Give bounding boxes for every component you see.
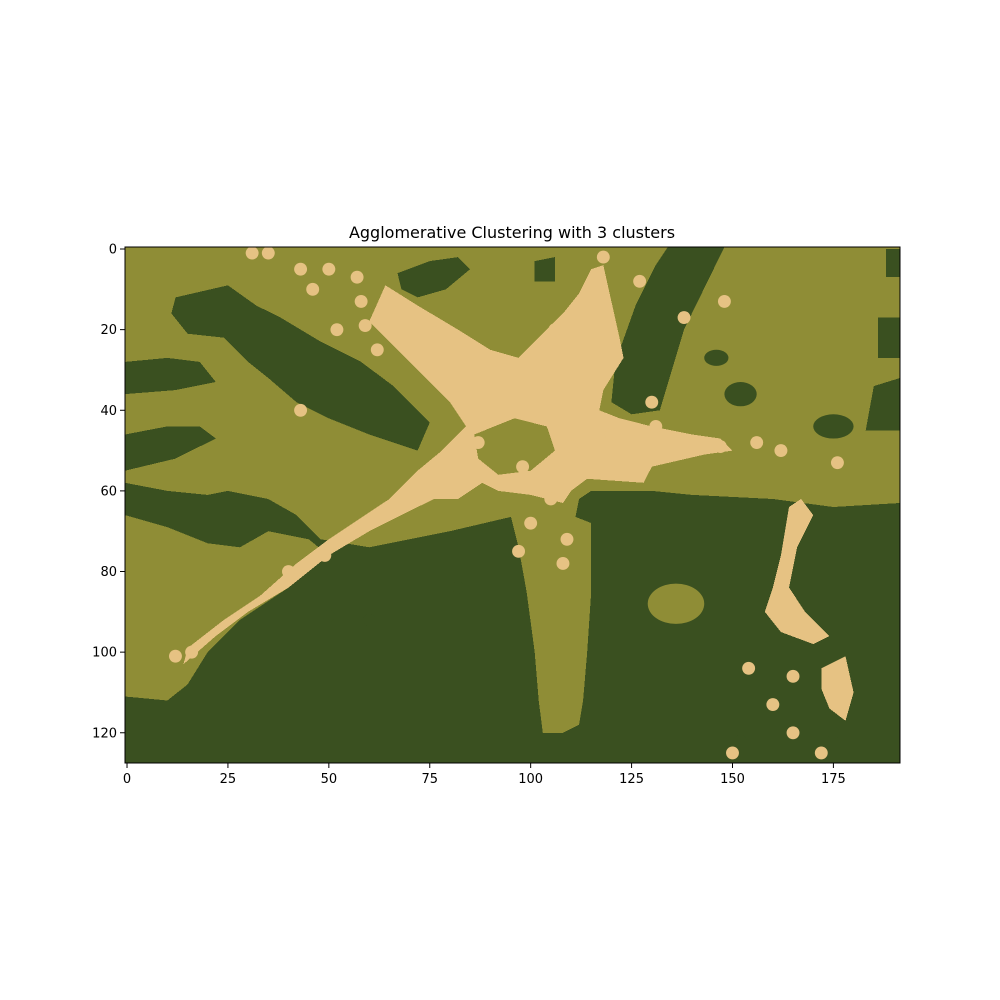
tan-spot-9	[548, 323, 562, 337]
tan-spot-40	[726, 746, 739, 760]
starfish-center	[474, 418, 555, 475]
cluster-patch-left	[125, 357, 216, 395]
cluster-patch-small-3	[704, 349, 729, 366]
tan-spot-5	[245, 246, 259, 260]
y-tick-label-1: 20	[100, 323, 117, 338]
x-tick-label-1: 25	[220, 772, 237, 787]
tan-spot-16	[774, 444, 788, 458]
tan-spot-33	[370, 343, 384, 357]
cluster-patch-right-tan	[764, 499, 830, 645]
tan-spot-13	[649, 419, 663, 433]
tan-spot-1	[350, 270, 364, 284]
tan-spot-15	[750, 436, 764, 449]
dark-spot-0	[827, 726, 840, 739]
cluster-patch-right-edge	[877, 317, 900, 358]
tan-spot-4	[261, 246, 275, 260]
tan-spot-32	[294, 403, 308, 417]
y-tick-label-3: 60	[100, 484, 117, 499]
y-axis: 0 20 40 60 80 100 120	[92, 243, 125, 741]
dark-spot-3	[451, 581, 465, 594]
cluster-patch-diagonal	[611, 247, 725, 415]
cluster-patch-right-edge-2	[865, 378, 900, 431]
dark-spot-2	[322, 609, 335, 622]
tan-spot-30	[544, 492, 558, 506]
tan-spot-7	[306, 282, 320, 296]
tan-spot-29	[564, 440, 578, 453]
tan-spot-14	[713, 440, 727, 453]
chart-title: Agglomerative Clustering with 3 clusters	[349, 223, 675, 242]
tan-spot-10	[596, 250, 610, 264]
x-tick-label-4: 100	[518, 772, 543, 787]
tan-spot-11	[633, 274, 647, 288]
tan-spot-31	[560, 532, 574, 546]
tan-spot-2	[330, 323, 344, 337]
x-tick-label-2: 50	[321, 772, 338, 787]
plot-frame	[124, 246, 901, 764]
cluster-patch-upper-left	[171, 285, 430, 451]
x-tick-label-0: 0	[123, 772, 131, 787]
tan-spot-18	[717, 294, 731, 308]
tan-spot-25	[168, 649, 182, 663]
cluster-image	[125, 246, 900, 763]
x-tick-label-5: 125	[619, 772, 644, 787]
y-tick-label-0: 0	[109, 243, 117, 258]
tan-spot-20	[524, 516, 538, 530]
tan-spot-17	[830, 456, 844, 470]
y-tick-label-5: 100	[92, 646, 117, 661]
cluster-patch-corner	[885, 249, 900, 278]
cluster-patch-top-2	[534, 257, 555, 282]
starfish-body	[183, 265, 733, 665]
cluster-patch-left-2	[125, 426, 216, 471]
cluster-region-leg	[510, 515, 592, 733]
x-tick-label-6: 150	[720, 772, 745, 787]
dark-spot-1	[363, 613, 376, 626]
cluster-patch-top	[397, 257, 471, 298]
cluster-patch-right	[647, 583, 705, 624]
tan-spot-21	[556, 557, 570, 570]
tan-spot-12	[604, 428, 618, 441]
cluster-patch-right-tan-2	[821, 656, 854, 721]
tan-spot-35	[786, 669, 800, 683]
tan-spot-23	[282, 565, 295, 578]
x-axis: 0 25 50 75 100 125 150 175	[123, 763, 846, 787]
tan-spot-22	[512, 544, 526, 558]
tan-spot-28	[516, 460, 530, 474]
tan-spot-3	[358, 319, 372, 333]
tan-spot-27	[471, 436, 485, 449]
tan-spot-37	[766, 698, 780, 711]
y-tick-label-6: 120	[92, 726, 117, 741]
x-tick-label-3: 75	[421, 772, 438, 787]
y-tick-label-2: 40	[100, 404, 117, 419]
cluster-patch-small	[724, 382, 757, 407]
tan-spot-8	[354, 294, 368, 308]
tan-spot-26	[185, 645, 199, 659]
tan-spot-19	[677, 311, 691, 324]
tan-spot-6	[294, 262, 308, 276]
tan-spot-24	[318, 548, 332, 562]
x-tick-label-7: 175	[821, 772, 846, 787]
dark-spot-4	[734, 734, 747, 747]
tan-spot-39	[814, 746, 828, 760]
cluster-patch-small-2	[813, 414, 854, 439]
y-tick-label-4: 80	[100, 565, 117, 580]
tan-spot-0	[322, 262, 336, 276]
tan-spot-34	[645, 395, 659, 409]
tan-spot-38	[786, 726, 800, 740]
tan-spot-36	[742, 661, 756, 675]
